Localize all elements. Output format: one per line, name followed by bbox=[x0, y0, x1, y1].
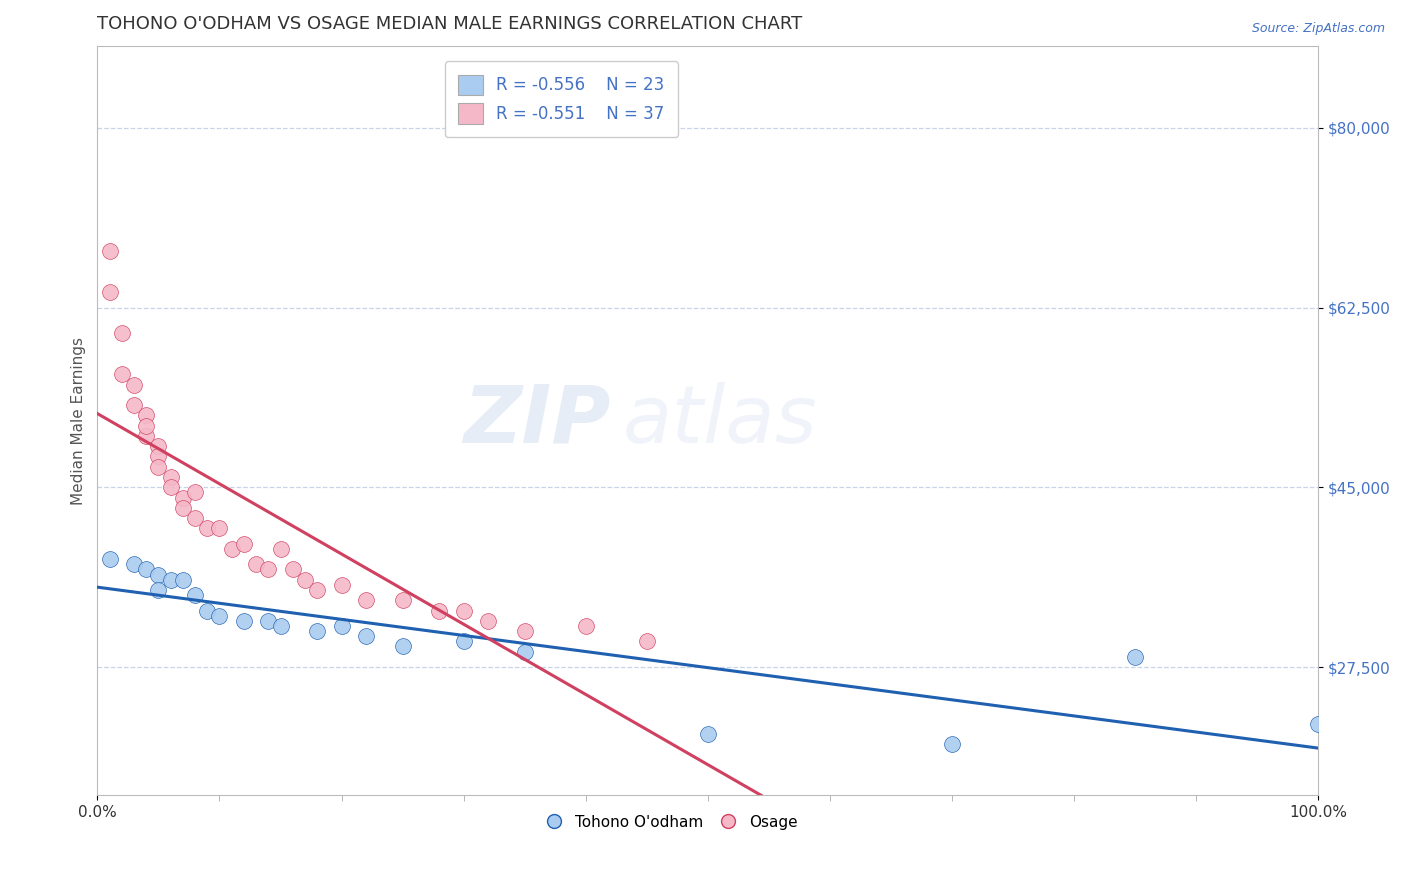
Point bbox=[427, 603, 450, 617]
Point bbox=[294, 573, 316, 587]
Point bbox=[195, 521, 218, 535]
Point bbox=[159, 573, 181, 587]
Point bbox=[98, 244, 121, 258]
Point bbox=[148, 459, 170, 474]
Point bbox=[257, 614, 280, 628]
Point bbox=[195, 603, 218, 617]
Point bbox=[122, 398, 145, 412]
Text: Source: ZipAtlas.com: Source: ZipAtlas.com bbox=[1251, 22, 1385, 36]
Point bbox=[270, 541, 292, 556]
Point bbox=[135, 562, 157, 576]
Point bbox=[159, 470, 181, 484]
Point bbox=[391, 640, 413, 654]
Point bbox=[172, 573, 194, 587]
Point bbox=[232, 614, 254, 628]
Point bbox=[221, 541, 243, 556]
Point bbox=[135, 429, 157, 443]
Point bbox=[281, 562, 304, 576]
Point bbox=[148, 439, 170, 453]
Text: ZIP: ZIP bbox=[463, 382, 610, 459]
Point bbox=[122, 377, 145, 392]
Point bbox=[111, 326, 134, 341]
Point bbox=[453, 603, 475, 617]
Point bbox=[330, 619, 353, 633]
Point bbox=[270, 619, 292, 633]
Point bbox=[513, 645, 536, 659]
Point bbox=[98, 285, 121, 300]
Text: atlas: atlas bbox=[623, 382, 817, 459]
Point bbox=[135, 409, 157, 423]
Point bbox=[575, 619, 598, 633]
Point bbox=[513, 624, 536, 638]
Point bbox=[391, 593, 413, 607]
Point bbox=[172, 500, 194, 515]
Point bbox=[148, 450, 170, 464]
Point bbox=[148, 582, 170, 597]
Point bbox=[148, 567, 170, 582]
Point bbox=[184, 588, 207, 602]
Point bbox=[354, 629, 377, 643]
Point bbox=[111, 368, 134, 382]
Point bbox=[453, 634, 475, 648]
Point bbox=[208, 608, 231, 623]
Point bbox=[307, 624, 329, 638]
Y-axis label: Median Male Earnings: Median Male Earnings bbox=[72, 336, 86, 505]
Point bbox=[307, 582, 329, 597]
Point bbox=[941, 737, 963, 751]
Point bbox=[245, 558, 267, 572]
Point bbox=[257, 562, 280, 576]
Point bbox=[477, 614, 499, 628]
Point bbox=[1308, 716, 1330, 731]
Point bbox=[1123, 649, 1146, 664]
Point bbox=[696, 727, 718, 741]
Point bbox=[232, 537, 254, 551]
Point bbox=[208, 521, 231, 535]
Legend: Tohono O'odham, Osage: Tohono O'odham, Osage bbox=[538, 809, 804, 837]
Point bbox=[135, 418, 157, 433]
Point bbox=[636, 634, 658, 648]
Point bbox=[98, 552, 121, 566]
Point bbox=[122, 558, 145, 572]
Point bbox=[172, 491, 194, 505]
Point bbox=[184, 485, 207, 500]
Point bbox=[354, 593, 377, 607]
Point bbox=[184, 511, 207, 525]
Point bbox=[159, 480, 181, 494]
Point bbox=[330, 578, 353, 592]
Text: TOHONO O'ODHAM VS OSAGE MEDIAN MALE EARNINGS CORRELATION CHART: TOHONO O'ODHAM VS OSAGE MEDIAN MALE EARN… bbox=[97, 15, 803, 33]
